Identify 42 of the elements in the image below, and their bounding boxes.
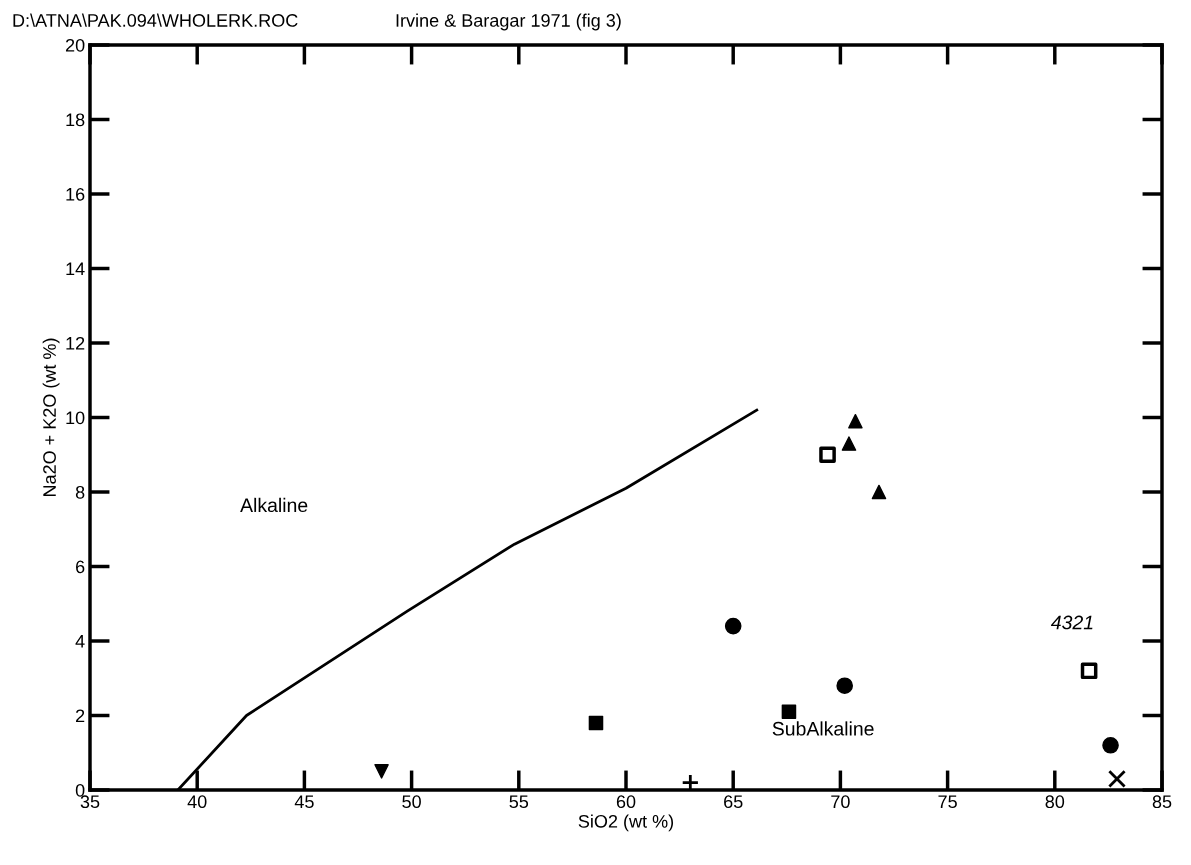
x-tick-label: 45 [294,795,314,809]
point [1107,769,1126,788]
x-tick-label: 75 [938,795,957,809]
annotation: Alkaline [240,497,308,513]
x-tick-label: 85 [1152,795,1172,809]
y-tick-label: 8 [75,485,85,499]
x-tick-label: 40 [187,795,207,809]
point [588,715,604,731]
x-tick-label: 65 [724,795,743,809]
y-tick-label: 0 [75,783,85,797]
point [1080,662,1098,680]
x-tick-label: 35 [80,795,100,809]
y-tick-label: 14 [66,262,85,276]
point [374,764,389,779]
annotation: 4321 [1050,615,1093,630]
y-tick-label: 16 [66,187,85,201]
x-tick-label: 50 [402,795,421,809]
y-tick-label: 2 [76,709,85,723]
y-tick-label: 18 [66,113,85,127]
x-tick-label: 70 [831,795,850,809]
point [848,413,863,429]
annotation: SubAlkaline [772,721,874,736]
point [836,677,853,695]
chart-subtitle: Irvine & Baragar 1971 (fig 3) [396,13,621,31]
point [841,436,857,451]
y-tick-label: 12 [66,336,85,350]
chart-title: D:\ATNA\PAK.094\WHOLERK.ROC [13,13,298,27]
point [1102,736,1119,754]
point [781,704,797,720]
y-tick-label: 10 [66,411,85,425]
point [871,484,887,500]
point [681,773,700,790]
x-axis-title: SiO2 (wt %) [578,814,674,832]
y-tick-label: 4 [75,635,85,648]
point [819,446,836,464]
x-tick-label: 55 [509,795,529,809]
y-tick-label: 6 [76,560,85,574]
y-tick-label: 20 [65,38,85,52]
point [724,617,742,635]
x-tick-label: 60 [616,795,636,809]
y-axis-title: Na2O + K2O (wt %) [42,338,60,497]
x-tick-label: 80 [1045,795,1065,809]
